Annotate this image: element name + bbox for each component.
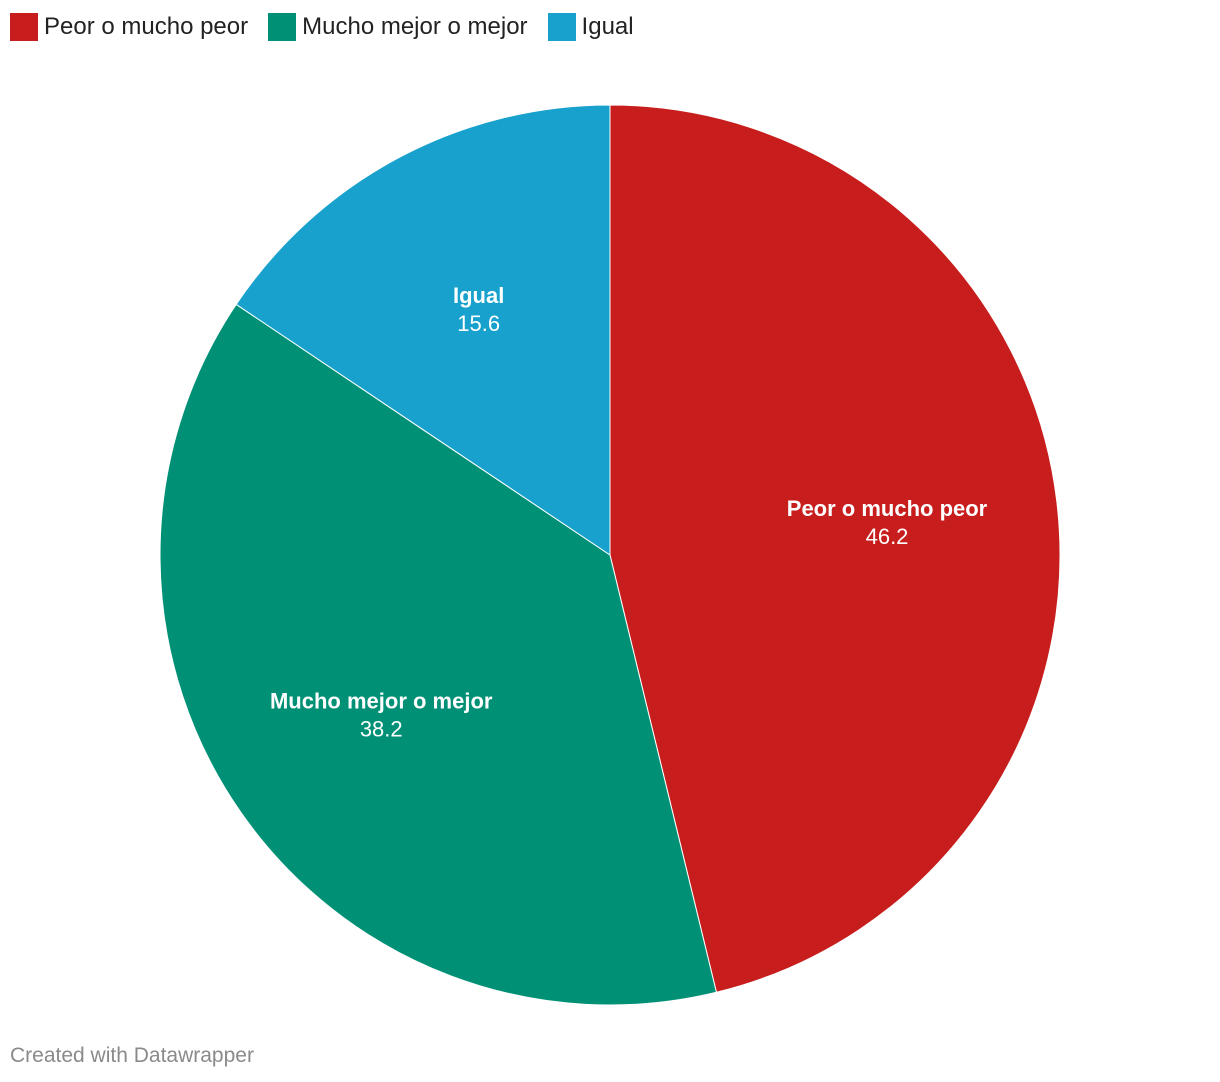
legend-item-igual: Igual xyxy=(547,12,634,42)
pie-slice-igual xyxy=(235,104,611,556)
legend-label-igual: Igual xyxy=(581,13,634,40)
legend-swatch-igual xyxy=(547,13,576,41)
legend-swatch-mejor xyxy=(268,13,297,41)
slice-value-igual: 15.6 xyxy=(457,311,500,336)
slice-label-mejor: Mucho mejor o mejor xyxy=(270,689,493,714)
pie-slice-peor xyxy=(609,104,1061,993)
chart-legend: Peor o mucho peor Mucho mejor o mejor Ig… xyxy=(10,12,634,42)
legend-item-peor: Peor o mucho peor xyxy=(10,12,248,42)
legend-item-mejor: Mucho mejor o mejor xyxy=(268,12,528,42)
slice-value-mejor: 38.2 xyxy=(360,717,403,742)
slice-label-peor: Peor o mucho peor xyxy=(787,496,988,521)
legend-label-mejor: Mucho mejor o mejor xyxy=(302,13,528,40)
datawrapper-credit: Created with Datawrapper xyxy=(10,1044,254,1067)
pie-chart: Peor o mucho peor 46.2 Mucho mejor o mejor… xyxy=(159,104,1061,1006)
slice-label-igual: Igual xyxy=(453,283,504,308)
legend-swatch-peor xyxy=(10,13,38,41)
legend-label-peor: Peor o mucho peor xyxy=(44,13,249,40)
pie-slice-mejor xyxy=(159,303,718,1006)
slice-value-peor: 46.2 xyxy=(866,524,909,549)
